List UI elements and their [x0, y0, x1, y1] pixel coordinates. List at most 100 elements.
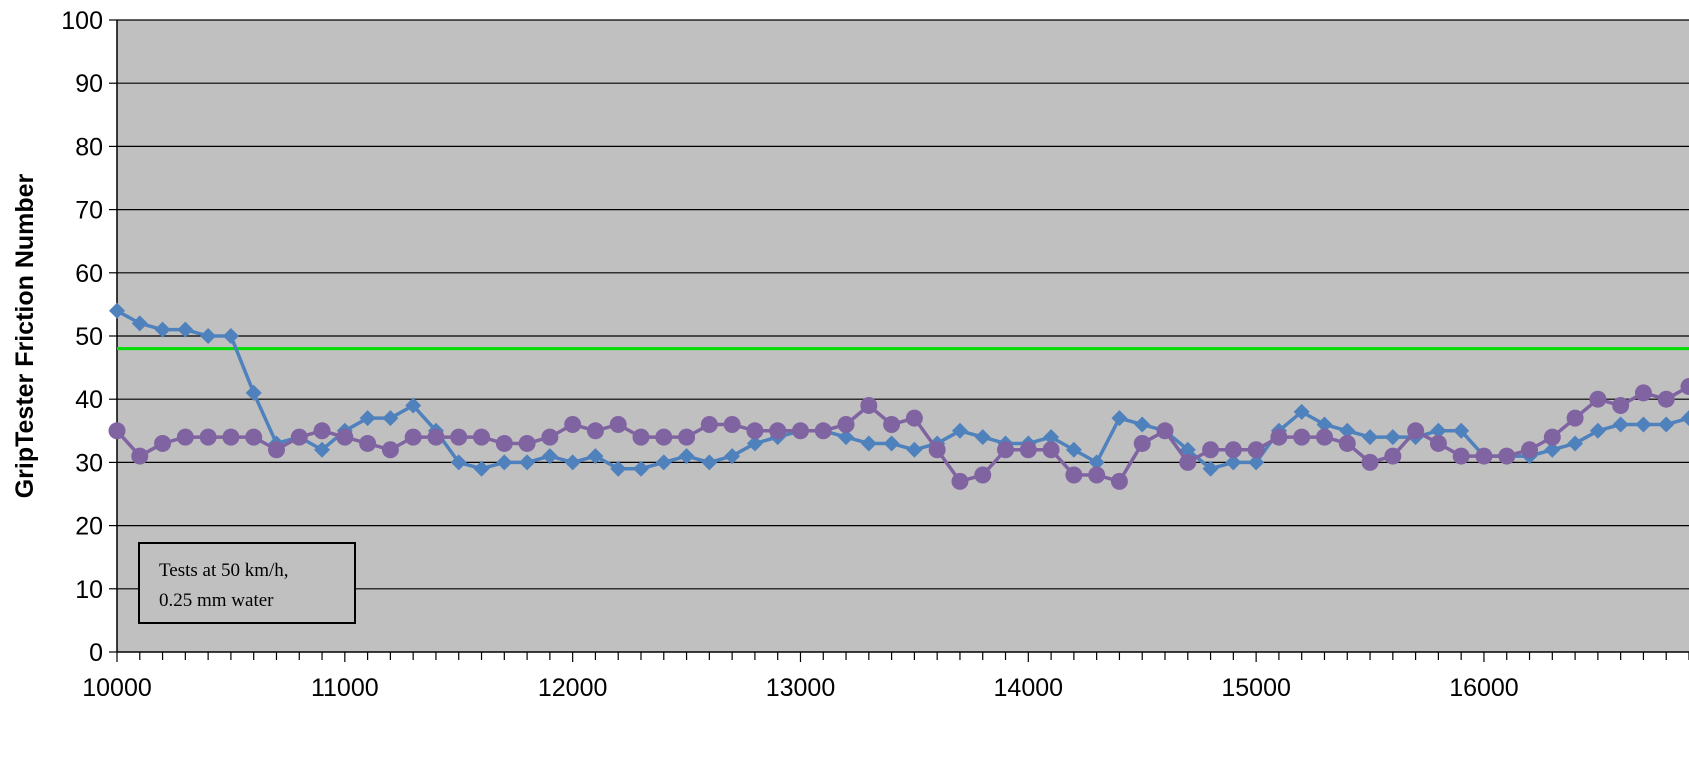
data-point: [1065, 441, 1082, 458]
data-point: [1567, 435, 1584, 452]
y-axis-title: GripTester Friction Number: [11, 173, 39, 498]
data-point: [905, 409, 923, 427]
data-point: [838, 429, 855, 446]
data-point: [108, 422, 126, 440]
data-point: [154, 434, 172, 452]
data-point: [473, 428, 491, 446]
data-point: [1543, 428, 1561, 446]
data-point: [1680, 378, 1689, 396]
data-point: [769, 422, 787, 440]
data-point: [587, 448, 604, 465]
x-tick-label: 11000: [311, 674, 379, 702]
series-group: [108, 302, 1689, 490]
data-point: [222, 328, 239, 344]
data-point: [791, 422, 809, 440]
data-point: [1248, 454, 1265, 471]
data-point: [1544, 441, 1561, 458]
data-point: [427, 428, 445, 446]
data-point: [746, 435, 763, 452]
data-point: [245, 428, 263, 446]
data-point: [1134, 416, 1151, 433]
data-point: [609, 415, 627, 433]
y-tick-label: 90: [75, 70, 103, 98]
data-point: [1475, 447, 1493, 465]
data-point: [974, 429, 991, 446]
data-point: [1202, 460, 1219, 477]
y-tick-label: 60: [75, 260, 103, 288]
data-point: [1407, 422, 1425, 440]
data-point: [723, 415, 741, 433]
annotation-frame: [138, 542, 356, 624]
data-point: [1293, 403, 1310, 420]
data-point: [1384, 447, 1402, 465]
data-point: [564, 454, 581, 471]
annotation-line-2: 0.25 mm water: [159, 590, 274, 611]
data-point: [109, 302, 125, 319]
annotation-box: Tests at 50 km/h, 0.25 mm water: [138, 542, 356, 624]
data-point: [860, 397, 878, 415]
data-point: [974, 466, 992, 484]
data-point: [1110, 472, 1128, 490]
data-point: [1065, 466, 1083, 484]
data-point: [1293, 428, 1311, 446]
data-point: [678, 428, 696, 446]
axes: [109, 19, 1689, 662]
data-point: [1225, 454, 1242, 471]
y-tick-label: 30: [75, 449, 103, 477]
data-point: [1658, 416, 1675, 433]
data-point: [1384, 429, 1401, 446]
data-point: [359, 410, 376, 427]
x-tick-label: 14000: [994, 674, 1064, 702]
data-point: [1589, 422, 1606, 439]
data-point: [495, 434, 513, 452]
y-tick-label: 40: [75, 386, 103, 414]
data-point: [837, 415, 855, 433]
data-point: [928, 441, 946, 459]
x-tick-labels: 10000 11000 12000 13000 14000 15000 16000: [82, 674, 1518, 702]
data-point: [1133, 434, 1151, 452]
data-point: [906, 441, 923, 458]
y-tick-label: 10: [75, 576, 103, 604]
x-tick-label: 10000: [82, 674, 152, 702]
data-point: [450, 428, 468, 446]
data-point: [564, 415, 582, 433]
data-point: [267, 441, 285, 459]
data-point: [633, 460, 649, 477]
data-point: [131, 315, 148, 332]
data-point: [245, 384, 262, 401]
data-point: [1111, 410, 1128, 427]
data-point: [1498, 447, 1516, 465]
data-point: [678, 448, 695, 465]
data-point: [1156, 422, 1174, 440]
annotation-line-1: Tests at 50 km/h,: [159, 560, 289, 581]
data-point: [1088, 454, 1105, 471]
data-point: [154, 321, 171, 338]
data-point: [359, 434, 377, 452]
data-point: [701, 454, 718, 471]
data-point: [1043, 429, 1060, 446]
data-point: [632, 428, 650, 446]
y-tick-label: 20: [75, 513, 103, 541]
data-point: [382, 410, 399, 427]
x-tick-label: 13000: [766, 674, 836, 702]
data-point: [1088, 466, 1106, 484]
data-point: [519, 454, 536, 471]
data-point: [199, 428, 217, 446]
data-point: [177, 321, 194, 338]
data-point: [1362, 429, 1379, 446]
data-point: [610, 460, 627, 477]
data-point: [1315, 428, 1333, 446]
y-tick-label: 50: [75, 323, 103, 351]
data-point: [290, 428, 308, 446]
data-point: [1316, 416, 1333, 433]
data-point: [1453, 422, 1470, 439]
data-point: [951, 422, 968, 439]
data-point: [518, 434, 536, 452]
data-point: [541, 448, 558, 465]
data-point: [1635, 416, 1652, 433]
data-point: [1361, 453, 1379, 471]
data-point: [1202, 441, 1220, 459]
data-point: [951, 472, 969, 490]
data-point: [336, 428, 354, 446]
